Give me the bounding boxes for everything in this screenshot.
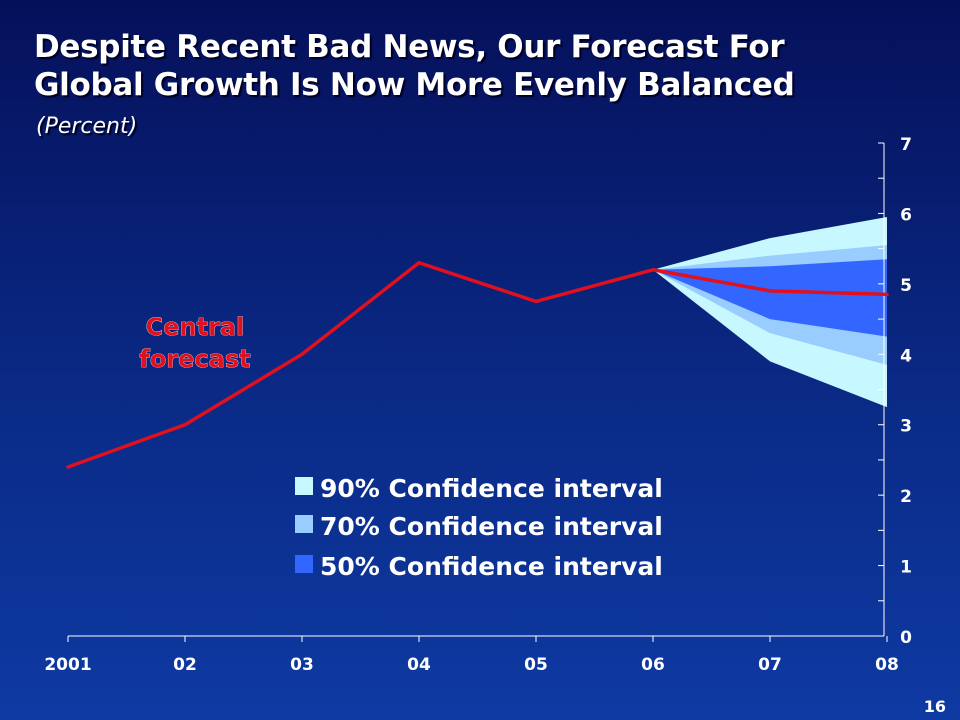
x-tick-label: 07 (758, 655, 782, 675)
x-tick-label: 08 (875, 655, 899, 675)
x-tick-label: 2001 (44, 655, 91, 675)
y-tick-label: 1 (900, 558, 912, 578)
chart-unit-label: (Percent) (36, 114, 138, 139)
x-tick-label: 06 (641, 655, 665, 675)
x-tick-label: 02 (173, 655, 197, 675)
y-tick-label: 0 (900, 628, 912, 648)
legend-swatch-ci70-band (295, 515, 313, 533)
legend-label: 70% Confidence interval (320, 512, 663, 541)
slide-title: Despite Recent Bad News, Our Forecast Fo… (34, 28, 934, 104)
legend-label: 50% Confidence interval (320, 552, 663, 581)
y-tick-label: 2 (900, 487, 912, 507)
y-tick-label: 5 (900, 276, 912, 296)
y-tick-label: 7 (900, 135, 912, 155)
y-tick-label: 4 (900, 346, 912, 366)
central-forecast-annotation-line1: Central (146, 313, 245, 341)
x-tick-label: 03 (290, 655, 314, 675)
slide-title-line2: Global Growth Is Now More Evenly Balance… (34, 67, 795, 103)
slide-title-line1: Despite Recent Bad News, Our Forecast Fo… (34, 29, 785, 65)
page-number: 16 (923, 697, 946, 716)
y-tick-label: 6 (900, 205, 912, 225)
central-forecast-annotation-line2: forecast (139, 345, 250, 373)
legend-swatch-ci50-band (295, 555, 313, 573)
x-tick-label: 04 (407, 655, 431, 675)
central-forecast-line (66, 260, 889, 469)
y-tick-label: 3 (900, 417, 912, 437)
legend-swatch-ci90-band (295, 477, 313, 495)
x-tick-label: 05 (524, 655, 548, 675)
legend-label: 90% Confidence interval (320, 474, 663, 503)
